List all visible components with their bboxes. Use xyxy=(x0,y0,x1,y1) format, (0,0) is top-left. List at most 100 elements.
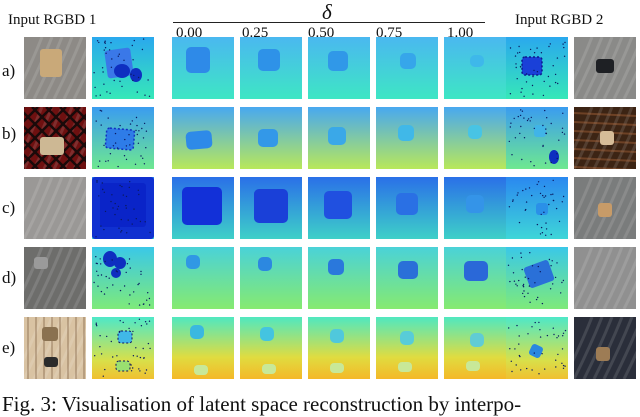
tile-image-d-depth2 xyxy=(506,247,568,309)
tile-d-input1 xyxy=(24,247,86,309)
tile-d-d025 xyxy=(240,247,302,309)
tile-image-a-d050 xyxy=(308,37,370,99)
tile-e-depth1 xyxy=(92,317,154,379)
tile-image-e-d025 xyxy=(240,317,302,379)
tile-c-input1 xyxy=(24,177,86,239)
tile-d-d100 xyxy=(444,247,506,309)
tile-image-b-d100 xyxy=(444,107,506,169)
tile-d-depth1 xyxy=(92,247,154,309)
figure-caption: Fig. 3: Visualisation of latent space re… xyxy=(2,392,522,416)
header-input-1: Input RGBD 1 xyxy=(8,12,97,28)
tile-image-a-depth1 xyxy=(92,37,154,99)
tile-c-d000 xyxy=(172,177,234,239)
tile-image-e-depth2 xyxy=(506,317,568,379)
tile-a-d075 xyxy=(376,37,438,99)
tile-b-input2 xyxy=(574,107,636,169)
tile-a-input1 xyxy=(24,37,86,99)
tile-e-input2 xyxy=(574,317,636,379)
tile-a-d000 xyxy=(172,37,234,99)
tile-b-d000 xyxy=(172,107,234,169)
tile-c-d100 xyxy=(444,177,506,239)
tile-image-a-d025 xyxy=(240,37,302,99)
tile-b-d075 xyxy=(376,107,438,169)
delta-symbol: δ xyxy=(322,0,332,24)
tile-image-c-input2 xyxy=(574,177,636,239)
tile-image-a-depth2 xyxy=(506,37,568,99)
tile-image-d-input1 xyxy=(24,247,86,309)
tile-image-e-input1 xyxy=(24,317,86,379)
tile-image-c-d000 xyxy=(172,177,234,239)
tile-image-e-d000 xyxy=(172,317,234,379)
tile-e-depth2 xyxy=(506,317,568,379)
tile-a-d050 xyxy=(308,37,370,99)
tile-c-depth2 xyxy=(506,177,568,239)
tile-image-d-d100 xyxy=(444,247,506,309)
tile-image-c-d025 xyxy=(240,177,302,239)
tile-a-depth2 xyxy=(506,37,568,99)
tile-e-d025 xyxy=(240,317,302,379)
tile-b-input1 xyxy=(24,107,86,169)
tile-c-depth1 xyxy=(92,177,154,239)
delta-axis-line xyxy=(173,22,485,23)
tile-image-b-depth1 xyxy=(92,107,154,169)
tile-b-depth2 xyxy=(506,107,568,169)
tile-c-d050 xyxy=(308,177,370,239)
tile-image-d-d025 xyxy=(240,247,302,309)
tile-image-c-depth2 xyxy=(506,177,568,239)
tile-e-d100 xyxy=(444,317,506,379)
tile-e-d075 xyxy=(376,317,438,379)
tile-d-input2 xyxy=(574,247,636,309)
tile-image-d-d050 xyxy=(308,247,370,309)
tile-image-a-d100 xyxy=(444,37,506,99)
tile-image-d-d075 xyxy=(376,247,438,309)
tile-image-b-d025 xyxy=(240,107,302,169)
tile-c-d025 xyxy=(240,177,302,239)
tile-image-a-d000 xyxy=(172,37,234,99)
tile-d-depth2 xyxy=(506,247,568,309)
tile-b-d100 xyxy=(444,107,506,169)
tile-b-d025 xyxy=(240,107,302,169)
tile-image-b-d000 xyxy=(172,107,234,169)
header-input-2: Input RGBD 2 xyxy=(515,12,604,28)
tile-image-e-input2 xyxy=(574,317,636,379)
tile-e-d050 xyxy=(308,317,370,379)
tile-image-b-input1 xyxy=(24,107,86,169)
tile-image-a-input1 xyxy=(24,37,86,99)
tile-image-d-depth1 xyxy=(92,247,154,309)
tile-image-e-depth1 xyxy=(92,317,154,379)
tile-d-d050 xyxy=(308,247,370,309)
tile-image-c-d100 xyxy=(444,177,506,239)
tile-image-b-d050 xyxy=(308,107,370,169)
tile-image-c-input1 xyxy=(24,177,86,239)
tile-image-c-d050 xyxy=(308,177,370,239)
tile-image-e-d075 xyxy=(376,317,438,379)
row-label-d: d) xyxy=(2,268,17,287)
tile-a-depth1 xyxy=(92,37,154,99)
tile-image-c-depth1 xyxy=(92,177,154,239)
tile-d-d000 xyxy=(172,247,234,309)
row-label-a: a) xyxy=(2,61,16,80)
row-label-c: c) xyxy=(2,198,16,217)
tile-image-c-d075 xyxy=(376,177,438,239)
tile-c-d075 xyxy=(376,177,438,239)
tile-b-depth1 xyxy=(92,107,154,169)
tile-image-d-d000 xyxy=(172,247,234,309)
tile-e-input1 xyxy=(24,317,86,379)
tile-image-b-depth2 xyxy=(506,107,568,169)
tile-image-a-input2 xyxy=(574,37,636,99)
tile-image-b-d075 xyxy=(376,107,438,169)
tile-b-d050 xyxy=(308,107,370,169)
tile-a-input2 xyxy=(574,37,636,99)
tile-a-d025 xyxy=(240,37,302,99)
tile-image-b-input2 xyxy=(574,107,636,169)
tile-image-e-d100 xyxy=(444,317,506,379)
tile-e-d000 xyxy=(172,317,234,379)
tile-image-a-d075 xyxy=(376,37,438,99)
tile-image-d-input2 xyxy=(574,247,636,309)
tile-c-input2 xyxy=(574,177,636,239)
tile-image-e-d050 xyxy=(308,317,370,379)
tile-d-d075 xyxy=(376,247,438,309)
row-label-e: e) xyxy=(2,338,16,357)
tile-a-d100 xyxy=(444,37,506,99)
row-label-b: b) xyxy=(2,124,17,143)
